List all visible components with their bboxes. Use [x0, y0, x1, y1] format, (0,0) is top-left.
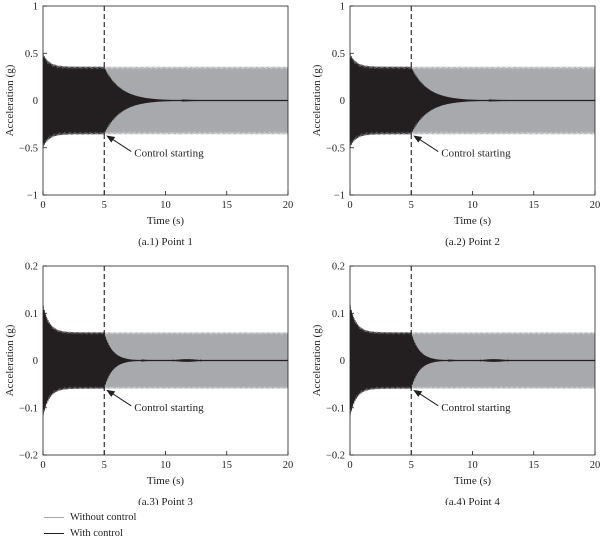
x-axis-label: Time (s) [147, 475, 185, 487]
chart-panel: 0 5 10 15 20 −0.2 −0.1 0 0.1 0.2 Time (s) Accelerat… [4, 262, 293, 506]
x-tick-label: 5 [102, 460, 107, 471]
x-tick-label: 15 [529, 200, 540, 211]
y-axis-label: Acceleration (g) [4, 64, 16, 136]
x-tick-label: 20 [283, 460, 294, 471]
y-tick-label: −0.1 [19, 403, 38, 414]
x-axis-label: Time (s) [454, 475, 492, 487]
x-tick-label: 0 [40, 460, 45, 471]
legend-swatch-with-control [44, 532, 64, 534]
x-tick-label: 20 [590, 460, 600, 471]
x-tick-label: 10 [160, 460, 171, 471]
y-tick-label: −0.2 [326, 451, 345, 462]
y-tick-label: 0.5 [332, 49, 345, 60]
plot-area [350, 304, 595, 417]
plot-area [43, 304, 288, 417]
y-tick-label: 0.5 [25, 49, 38, 60]
plot-area [350, 53, 595, 148]
x-tick-label: 0 [347, 200, 352, 211]
y-tick-label: −0.1 [326, 403, 345, 414]
y-tick-label: 0 [340, 356, 345, 367]
annotation-arrowhead [413, 389, 423, 397]
panel-caption: (a.1) Point 1 [138, 236, 193, 248]
y-axis-label: Acceleration (g) [311, 64, 323, 136]
y-tick-label: 1 [33, 2, 38, 13]
legend-label-with-control: With control [70, 527, 123, 539]
y-tick-label: 0 [340, 96, 345, 107]
panel-caption: (a.2) Point 2 [445, 236, 500, 248]
y-tick-label: 0.2 [25, 262, 38, 273]
x-tick-label: 10 [467, 200, 478, 211]
x-tick-label: 15 [529, 460, 540, 471]
x-tick-label: 0 [347, 460, 352, 471]
y-tick-label: 0.1 [332, 309, 345, 320]
chart-panel: 0 5 10 15 20 −1 −0.5 0 0.5 1 Time (s) Acceleration … [311, 2, 600, 249]
chart-panel: 0 5 10 15 20 −1 −0.5 0 0.5 1 Time (s) Acceleration … [4, 2, 293, 249]
x-tick-label: 5 [409, 460, 414, 471]
y-tick-label: 0.2 [332, 262, 345, 273]
plot-area [43, 53, 288, 148]
y-axis-label: Acceleration (g) [311, 324, 323, 396]
annotation-arrowhead [106, 389, 116, 397]
x-axis-label: Time (s) [147, 215, 185, 227]
annotation-arrowhead [106, 135, 116, 143]
chart-panel: 0 5 10 15 20 −0.2 −0.1 0 0.1 0.2 Time (s) Accelerat… [311, 262, 600, 506]
y-tick-label: 0.1 [25, 309, 38, 320]
x-tick-label: 15 [222, 460, 233, 471]
legend-label-without-control: Without control [70, 511, 137, 523]
annotation-text: Control starting [134, 148, 204, 160]
y-tick-label: 0 [33, 356, 38, 367]
x-tick-label: 0 [40, 200, 45, 211]
annotation-arrowhead [413, 135, 423, 143]
y-tick-label: 0 [33, 96, 38, 107]
x-tick-label: 5 [102, 200, 107, 211]
panel-caption: (a.4) Point 4 [445, 496, 500, 505]
y-tick-label: −1 [27, 191, 38, 202]
x-axis-label: Time (s) [454, 215, 492, 227]
x-tick-label: 20 [590, 200, 600, 211]
legend: Without control With control [44, 510, 224, 540]
legend-swatch-without-control [44, 516, 64, 518]
x-tick-label: 15 [222, 200, 233, 211]
x-tick-label: 20 [283, 200, 294, 211]
y-tick-label: −0.5 [326, 143, 345, 154]
y-axis-label: Acceleration (g) [4, 324, 16, 396]
legend-item-without-control: Without control [44, 510, 136, 524]
panel-caption: (a.3) Point 3 [138, 496, 193, 505]
x-tick-label: 10 [160, 200, 171, 211]
annotation-text: Control starting [441, 148, 511, 160]
y-tick-label: −0.2 [19, 451, 38, 462]
annotation-text: Control starting [134, 402, 204, 414]
y-tick-label: −1 [334, 191, 345, 202]
y-tick-label: −0.5 [19, 143, 38, 154]
annotation-text: Control starting [441, 402, 511, 414]
x-tick-label: 10 [467, 460, 478, 471]
x-tick-label: 5 [409, 200, 414, 211]
y-tick-label: 1 [340, 2, 345, 13]
legend-item-with-control: With control [44, 526, 123, 540]
